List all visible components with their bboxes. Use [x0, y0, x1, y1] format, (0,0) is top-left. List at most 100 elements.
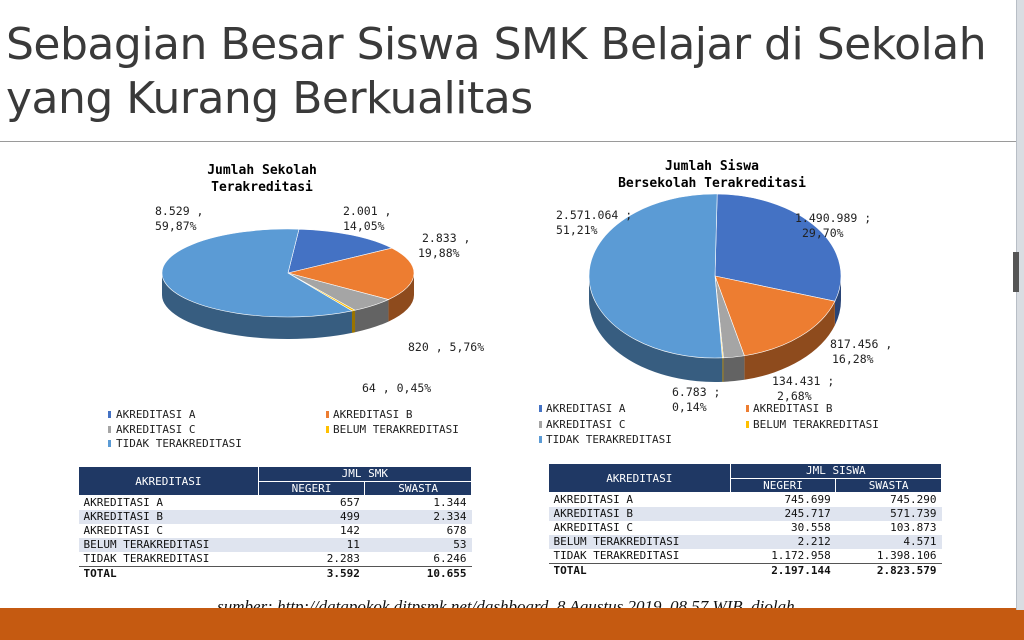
data-label: 29,70% [802, 226, 844, 240]
legend-item: BELUM TERAKREDITASI [753, 418, 879, 431]
table-row: AKREDITASI A 745.699 745.290 [549, 493, 942, 508]
table-cell-value: 571.739 [835, 507, 942, 521]
pie-slice-akreditasi-a [714, 193, 842, 302]
table-cell-label: AKREDITASI A [553, 493, 633, 506]
table-row: AKREDITASI B 499 2.334 [78, 510, 472, 524]
data-label: 19,88% [418, 246, 460, 260]
pie-slice-akreditasi-b [714, 275, 836, 357]
table-cell-value: 103.873 [890, 521, 937, 534]
legend-swatch-tidak-terakreditasi [108, 440, 111, 447]
table-cell-label: TOTAL [78, 566, 259, 581]
table-total-row: TOTAL 3.592 10.655 [78, 566, 472, 581]
table-cell-value: 53 [364, 538, 472, 552]
window-edge [1016, 0, 1024, 610]
data-label: 1.490.989 ; [795, 211, 871, 225]
table-cell-label: AKREDITASI C [83, 524, 163, 537]
pie-slice-akreditasi-a [287, 228, 393, 274]
legend-item: AKREDITASI A [546, 402, 626, 415]
table-cell-value: 657 [339, 496, 360, 509]
schools-table: AKREDITASI JML SMK NEGERI SWASTA AKREDIT… [78, 466, 473, 581]
table-cell-label: BELUM TERAKREDITASI [78, 538, 259, 552]
pie-side-akreditasi-b [744, 301, 835, 380]
pie-side-belum-terakreditasi [351, 310, 356, 333]
legend-swatch-belum-terakreditasi [746, 421, 749, 428]
data-label: 2.001 , [343, 204, 391, 218]
table-row: TIDAK TERAKREDITASI 1.172.958 1.398.106 [549, 549, 942, 564]
data-label: 14,05% [343, 219, 385, 233]
table-cell-label: AKREDITASI B [78, 510, 259, 524]
chart-legend: AKREDITASI A AKREDITASI B AKREDITASI C B… [539, 402, 879, 446]
table-cell-value: 499 [258, 510, 365, 524]
legend-item: BELUM TERAKREDITASI [333, 423, 459, 436]
table-row: AKREDITASI A 657 1.344 [79, 496, 472, 511]
data-label: 2.833 , [422, 231, 470, 245]
legend-swatch-belum-terakreditasi [326, 426, 329, 433]
table-cell-value: 4.571 [835, 535, 942, 549]
table-cell-value: 2.212 [730, 535, 836, 549]
table-cell-value: 142 [339, 524, 360, 537]
table-cell-value: 1.344 [433, 496, 467, 509]
table-cell-value: 2.823.579 [835, 563, 942, 578]
table-cell-value: 745.290 [890, 493, 937, 506]
table-header: AKREDITASI [548, 463, 731, 493]
table-cell-label: BELUM TERAKREDITASI [548, 535, 731, 549]
chart-title-line: Jumlah Sekolah [207, 163, 317, 178]
legend-item: TIDAK TERAKREDITASI [546, 433, 672, 446]
data-label: 64 , 0,45% [362, 381, 431, 395]
data-label: 59,87% [155, 219, 197, 233]
legend-swatch-akreditasi-b [746, 405, 749, 412]
chart-title-line: Jumlah Siswa [665, 159, 759, 174]
data-label: 51,21% [556, 223, 598, 237]
data-label: 817.456 , [830, 337, 892, 351]
table-cell-label: TOTAL [548, 563, 731, 578]
slide-title: Sebagian Besar Siswa SMK Belajar di Seko… [6, 19, 987, 124]
legend-swatch-tidak-terakreditasi [539, 436, 542, 443]
table-header: NEGERI [729, 477, 837, 493]
data-label: 8.529 , [155, 204, 203, 218]
table-cell-label: AKREDITASI A [83, 496, 163, 509]
legend-swatch-akreditasi-b [326, 411, 329, 418]
data-label: 134.431 ; [772, 374, 834, 388]
pie-slice-tidak-terakreditasi [588, 193, 723, 359]
legend-item: AKREDITASI A [116, 408, 196, 421]
table-row: AKREDITASI C 142 678 [79, 524, 472, 538]
students-table: AKREDITASI JML SISWA NEGERI SWASTA AKRED… [548, 463, 943, 578]
table-cell-value: 2.283 [326, 552, 360, 565]
title-divider [0, 141, 1016, 142]
table-header-group: JML SMK [257, 466, 473, 482]
table-cell-value: 2.197.144 [730, 563, 836, 578]
data-label: 2,68% [777, 389, 812, 403]
table-cell-value: 1.172.958 [771, 549, 831, 562]
table-cell-label: TIDAK TERAKREDITASI [553, 549, 680, 562]
table-cell-value: 245.717 [730, 507, 836, 521]
chart-title-line: Terakreditasi [211, 180, 313, 195]
pie-side-tidak-terakreditasi [162, 273, 352, 340]
table-cell-value: 6.246 [433, 552, 467, 565]
pie-slice-akreditasi-b [287, 247, 415, 300]
table-header: NEGERI [257, 480, 366, 496]
table-header: SWASTA [835, 477, 942, 493]
pie-side-akreditasi-a [834, 276, 841, 326]
data-label: 2.571.064 ; [556, 208, 632, 222]
pie-chart-students: Jumlah Siswa Bersekolah Terakreditasi 1.… [539, 159, 892, 446]
scroll-marker [1013, 252, 1019, 292]
legend-item: AKREDITASI B [753, 402, 833, 415]
data-label: 820 , 5,76% [408, 340, 484, 354]
table-cell-value: 745.699 [784, 493, 831, 506]
chart-title-line: Bersekolah Terakreditasi [618, 176, 806, 191]
chart-legend: AKREDITASI A AKREDITASI B AKREDITASI C B… [108, 408, 459, 450]
table-cell-value: 2.334 [364, 510, 472, 524]
table-cell-value: 11 [258, 538, 365, 552]
legend-swatch-akreditasi-a [108, 411, 111, 418]
pie-side-belum-terakreditasi [722, 357, 724, 382]
data-label: 6.783 ; [672, 385, 720, 399]
table-cell-value: 3.592 [258, 566, 365, 581]
data-label: 0,14% [672, 400, 707, 414]
legend-item: TIDAK TERAKREDITASI [116, 437, 242, 450]
table-header-group: JML SISWA [729, 463, 943, 479]
pie-charts: Jumlah Sekolah Terakreditasi 2.001 , 14,… [108, 159, 892, 450]
table-cell-label: TIDAK TERAKREDITASI [83, 552, 210, 565]
table-cell-label: AKREDITASI C [553, 521, 633, 534]
table-cell-value: 10.655 [364, 566, 472, 581]
legend-swatch-akreditasi-a [539, 405, 542, 412]
